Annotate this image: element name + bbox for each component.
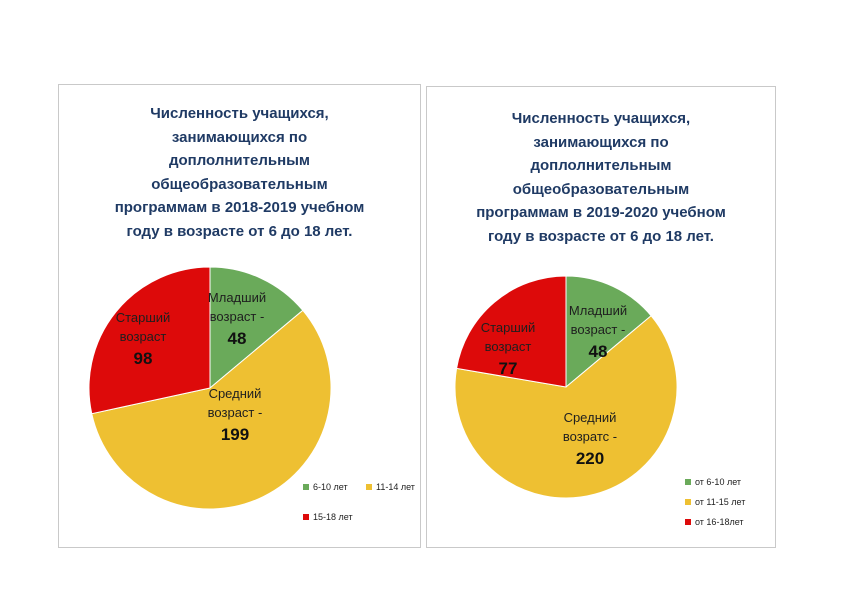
legend-swatch	[685, 479, 691, 485]
legend-label: от 11-15 лет	[695, 497, 746, 507]
pie-chart: Младший возраст - 48 Средний возраст - 199 Ста…	[88, 266, 332, 510]
slice-value-label: 48	[589, 342, 608, 361]
slice-label-line1: Младший	[569, 303, 627, 318]
slice-label-line1: Старший	[116, 310, 171, 325]
legend-item: 15-18 лет	[303, 512, 353, 522]
legend-item: от 6-10 лет	[685, 477, 741, 487]
pie-slice	[565, 275, 652, 389]
legend-item: 6-10 лет	[303, 482, 348, 492]
slice-label-line2: возратс -	[563, 429, 617, 444]
legend-label: от 16-18лет	[695, 517, 744, 527]
slice-label-line2: возраст -	[208, 405, 263, 420]
slice-value-label: 220	[576, 449, 604, 468]
slice-label-line1: Средний	[564, 410, 617, 425]
slice-value-label: 199	[221, 425, 249, 444]
legend-label: 11-14 лет	[376, 482, 415, 492]
pie-slice	[209, 266, 304, 390]
slice-value-label: 48	[228, 329, 247, 348]
pie-slice	[455, 275, 567, 388]
legend-label: 6-10 лет	[313, 482, 348, 492]
chart-panel-2018-2019: Численность учащихся, занимающихся по до…	[58, 84, 421, 548]
legend-item: от 16-18лет	[685, 517, 744, 527]
chart-title: Численность учащихся, занимающихся по до…	[476, 110, 726, 245]
legend-swatch	[303, 514, 309, 520]
legend-item: от 11-15 лет	[685, 497, 745, 507]
pie-chart: Младший возраст - 48 Средний возратс - 220 Ста…	[454, 275, 678, 499]
slice-label-line1: Младший	[208, 290, 266, 305]
chart-panel-2019-2020: Численность учащихся, занимающихся по до…	[426, 86, 776, 548]
pie-slice	[91, 309, 332, 510]
legend-item: 11-14 лет	[366, 482, 415, 492]
slice-label-line1: Старший	[481, 320, 536, 335]
legend-swatch	[366, 484, 372, 490]
slice-label-line2: возраст	[485, 339, 532, 354]
slice-label-line2: возраст -	[571, 322, 626, 337]
legend-swatch	[685, 499, 691, 505]
legend-label: 15-18 лет	[313, 512, 353, 522]
slice-label-line2: возраст	[120, 329, 167, 344]
legend-swatch	[685, 519, 691, 525]
slice-value-label: 98	[134, 349, 153, 368]
slice-label-line1: Средний	[209, 386, 262, 401]
slice-label-line2: возраст -	[210, 309, 265, 324]
legend-swatch	[303, 484, 309, 490]
chart-title: Численность учащихся, занимающихся по до…	[114, 105, 365, 240]
legend-label: от 6-10 лет	[695, 477, 742, 487]
pie-slice	[454, 315, 678, 499]
slice-value-label: 77	[499, 359, 518, 378]
pie-slice	[88, 266, 211, 415]
